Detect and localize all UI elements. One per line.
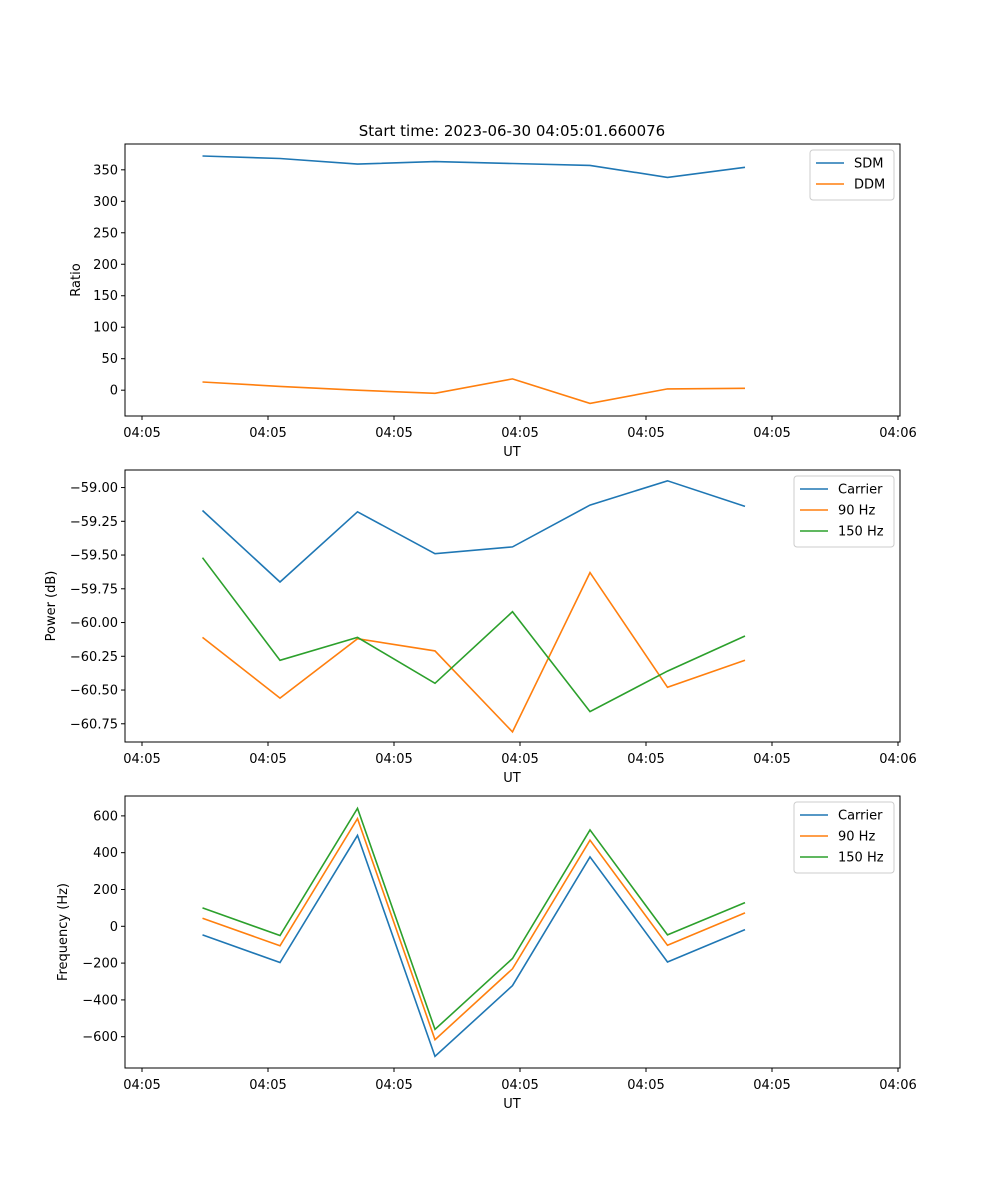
ratio-series-ddm-line (202, 378, 746, 405)
frequency-x-tick-label: 04:05 (627, 1078, 664, 1093)
power-y-tick-label: −60.25 (70, 650, 118, 665)
ratio-y-tick-label: 0 (110, 384, 118, 399)
ratio-x-tick-label: 04:06 (879, 426, 916, 441)
power-x-tick-label: 04:05 (753, 752, 790, 767)
frequency-y-tick-label: 0 (110, 920, 118, 935)
frequency-series-carrier-line (202, 833, 746, 1058)
frequency-axes-frame (124, 795, 901, 1069)
frequency-y-tick-label: −400 (82, 993, 118, 1008)
frequency-y-tick-label: 200 (93, 883, 118, 898)
frequency-x-tick-label: 04:05 (249, 1078, 286, 1093)
power-y-tick-label: −59.75 (70, 582, 118, 597)
ratio-x-tick-label: 04:05 (123, 426, 160, 441)
frequency-y-axis-label: Frequency (Hz) (56, 883, 71, 981)
frequency-x-tick-label: 04:05 (123, 1078, 160, 1093)
frequency-legend-label: 90 Hz (838, 830, 875, 845)
ratio-y-tick-label: 100 (93, 321, 118, 336)
power-series-90-hz-line (202, 571, 746, 734)
ratio-x-tick-label: 04:05 (249, 426, 286, 441)
ratio-x-tick-label: 04:05 (627, 426, 664, 441)
power-panel: −60.75 −60.50 −60.25 −60.00 −59.75 −59.50 −59.… (44, 469, 917, 786)
ratio-y-tick-label: 50 (101, 352, 118, 367)
ratio-y-tick-label: 350 (93, 163, 118, 178)
frequency-panel: −600 −400 −200 0 200 400 600 04:05 04:05 04:05 04:… (56, 795, 917, 1112)
ratio-y-tick-label: 150 (93, 289, 118, 304)
frequency-x-tick-label: 04:05 (375, 1078, 412, 1093)
power-y-tick-label: −59.50 (70, 549, 118, 564)
frequency-legend-label: 150 Hz (838, 851, 884, 866)
power-x-tick-label: 04:05 (249, 752, 286, 767)
power-y-tick-label: −60.50 (70, 684, 118, 699)
ratio-y-axis-label: Ratio (69, 263, 84, 296)
power-x-tick-label: 04:05 (501, 752, 538, 767)
frequency-x-tick-label: 04:05 (753, 1078, 790, 1093)
ratio-x-tick-label: 04:05 (375, 426, 412, 441)
power-y-tick-label: −59.00 (70, 481, 118, 496)
power-series-carrier-line (201, 479, 746, 584)
ratio-x-tick-label: 04:05 (501, 426, 538, 441)
ratio-series-sdm-line (202, 155, 746, 179)
power-x-tick-label: 04:06 (879, 752, 916, 767)
power-series-150-hz-line (201, 557, 746, 713)
power-axes-frame (124, 469, 901, 743)
ratio-axes-frame (124, 143, 901, 417)
power-y-tick-label: −60.00 (70, 616, 118, 631)
ratio-y-tick-label: 200 (93, 258, 118, 273)
power-legend-label: Carrier (838, 483, 883, 498)
frequency-legend (793, 801, 895, 874)
frequency-y-tick-label: −600 (82, 1030, 118, 1045)
power-x-tick-label: 04:05 (627, 752, 664, 767)
power-y-axis-label: Power (dB) (44, 571, 59, 642)
ratio-legend-label: SDM (854, 157, 883, 172)
ratio-legend-label: DDM (854, 178, 885, 193)
ratio-x-tick-label: 04:05 (753, 426, 790, 441)
power-x-tick-label: 04:05 (123, 752, 160, 767)
power-legend-label: 150 Hz (838, 525, 884, 540)
power-y-tick-label: −60.75 (70, 717, 118, 732)
figure-title: Start time: 2023-06-30 04:05:01.660076 (359, 122, 665, 140)
ratio-x-axis-label: UT (503, 445, 521, 460)
ratio-y-tick-label: 300 (93, 195, 118, 210)
frequency-y-tick-label: −200 (82, 957, 118, 972)
frequency-x-axis-label: UT (503, 1097, 521, 1112)
power-x-axis-label: UT (503, 771, 521, 786)
power-legend-label: 90 Hz (838, 504, 875, 519)
frequency-series-90-hz-line (202, 816, 746, 1042)
frequency-x-tick-label: 04:05 (501, 1078, 538, 1093)
power-x-tick-label: 04:05 (375, 752, 412, 767)
frequency-y-tick-label: 600 (93, 809, 118, 824)
ratio-panel: 0 50 100 150 200 250 300 350 04:05 04:05 04:05 04:0… (69, 143, 917, 460)
power-legend (793, 475, 895, 548)
frequency-x-tick-label: 04:06 (879, 1078, 916, 1093)
power-y-tick-label: −59.25 (70, 515, 118, 530)
frequency-series-150-hz-line (202, 806, 746, 1031)
ratio-y-tick-label: 250 (93, 226, 118, 241)
frequency-y-tick-label: 400 (93, 846, 118, 861)
frequency-legend-label: Carrier (838, 809, 883, 824)
